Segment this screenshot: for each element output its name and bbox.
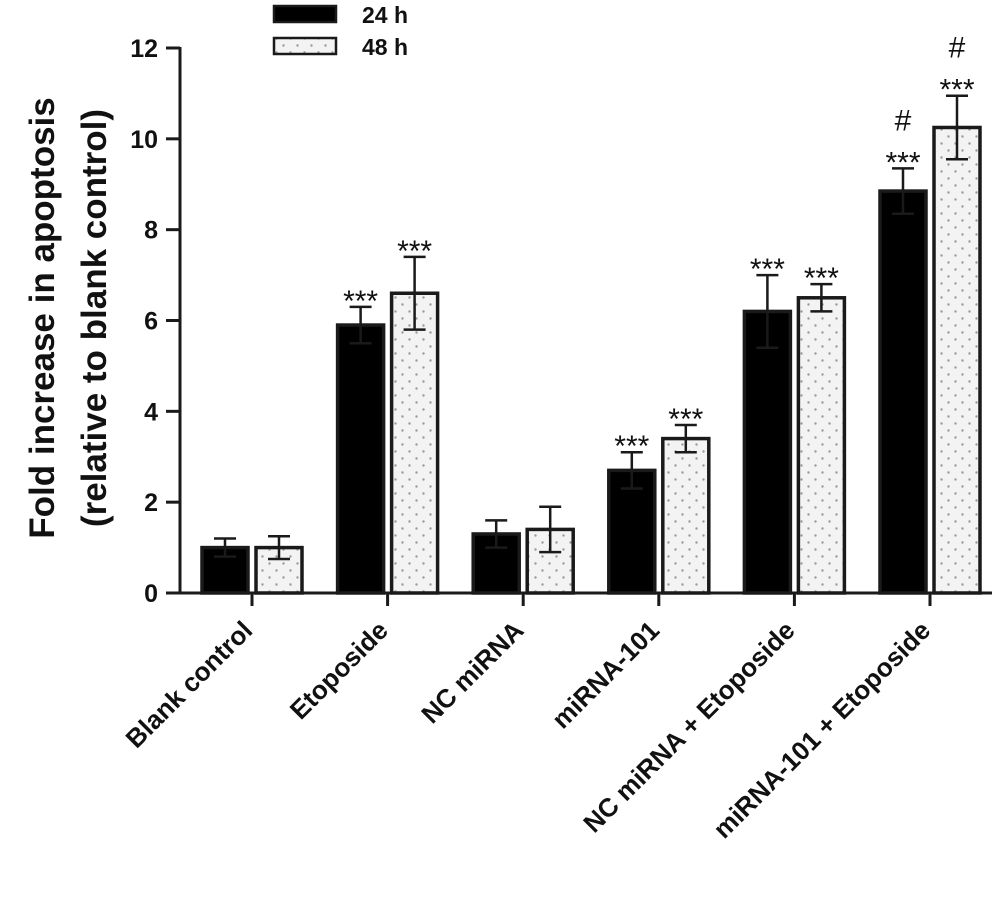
y-tick-label: 12: [130, 35, 158, 63]
bar-48h: [932, 125, 982, 595]
x-category-label: Blank control: [120, 615, 259, 754]
significance-hash: #: [895, 104, 912, 137]
significance-stars: ***: [939, 74, 974, 107]
y-tick-label: 10: [130, 126, 158, 154]
significance-stars: ***: [397, 235, 432, 268]
y-axis-title-line-2: (relative to blank control): [75, 109, 114, 527]
bar-24h: [742, 309, 793, 595]
y-tick-label: 8: [144, 217, 158, 245]
y-tick-label: 6: [144, 308, 158, 336]
y-axis-title: Fold increase in apoptosis: [23, 97, 62, 538]
significance-stars: ***: [804, 262, 839, 295]
legend-label-48h: 48 h: [362, 34, 408, 60]
y-tick-label: 0: [144, 580, 158, 608]
legend-label-24h: 24 h: [362, 2, 408, 28]
bar-48h: [796, 296, 847, 595]
y-axis-title-line-1: Fold increase in apoptosis: [23, 97, 62, 538]
significance-stars: ***: [614, 430, 649, 463]
bar-48h: [661, 436, 711, 595]
significance-stars: ***: [750, 253, 785, 286]
significance-stars: ***: [343, 285, 378, 318]
y-axis-title-2: (relative to blank control): [75, 109, 114, 527]
x-category-label: miRNA-101 + Etoposide: [707, 615, 936, 844]
bar-24h: [607, 468, 657, 595]
x-category-label: miRNA-101: [546, 615, 665, 734]
legend-swatch-24h: [272, 4, 338, 24]
x-category-label: NC miRNA: [415, 615, 529, 729]
bars-group: *** *** *** *** *** *** *** # *** #: [200, 32, 982, 606]
significance-stars: ***: [885, 146, 920, 179]
y-tick-label: 2: [144, 489, 158, 517]
significance-stars: ***: [668, 403, 703, 436]
x-category-label: Etoposide: [284, 615, 394, 725]
legend-swatch-48h: [272, 36, 338, 56]
significance-hash: #: [949, 32, 966, 65]
y-tick-label: 4: [144, 398, 158, 426]
legend: 24 h 48 h: [272, 2, 408, 60]
bar-48h: [389, 291, 440, 595]
bar-24h: [335, 323, 386, 595]
bar-24h: [878, 189, 928, 595]
y-ticks: 0 2 4 6 8 10 12: [130, 35, 180, 608]
x-category-labels: Blank control Etoposide NC miRNA miRNA-101N…: [120, 615, 937, 844]
